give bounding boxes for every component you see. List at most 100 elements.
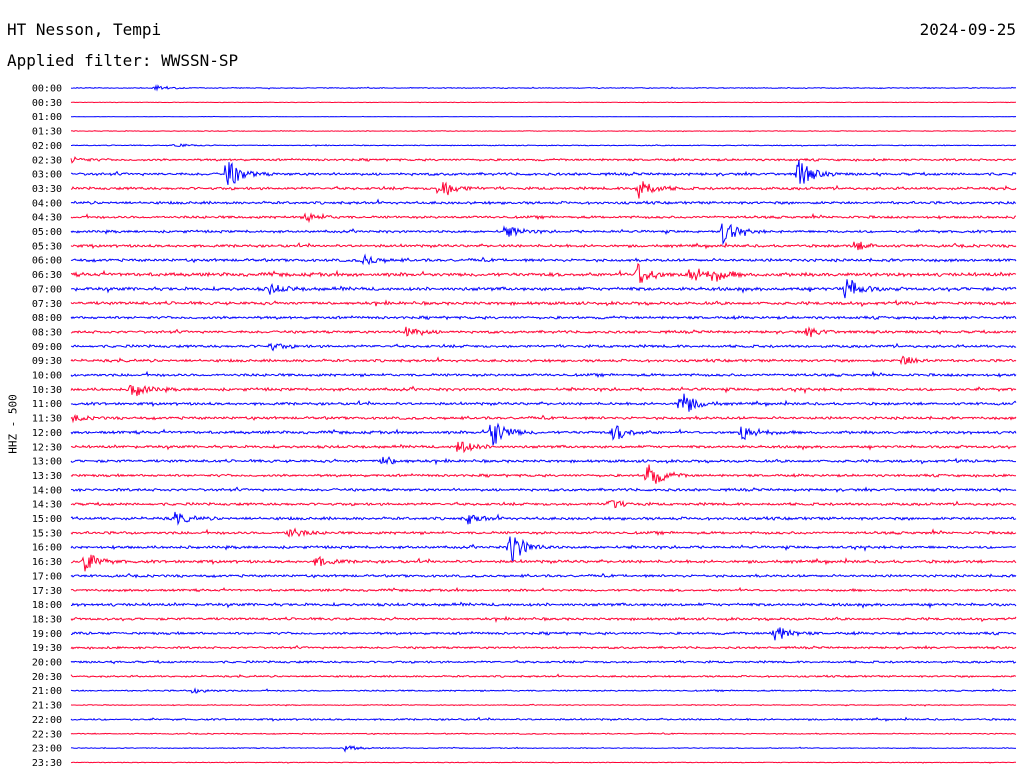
- tick-label-1800: 18:00: [32, 600, 62, 611]
- tick-label-0900: 09:00: [32, 342, 62, 353]
- tick-label-1100: 11:00: [32, 399, 62, 410]
- trace-1200: [70, 422, 1017, 446]
- trace-0500: [70, 223, 1017, 246]
- trace-2130: [70, 703, 1017, 707]
- trace-1500: [70, 511, 1017, 526]
- trace-0300: [71, 160, 1017, 186]
- tick-label-2300: 23:00: [32, 744, 62, 755]
- trace-1630: [70, 554, 1017, 572]
- tick-label-0500: 05:00: [32, 227, 62, 238]
- trace-0830: [70, 326, 1017, 338]
- tick-label-0300: 03:00: [32, 170, 62, 181]
- tick-label-2330: 23:30: [32, 758, 62, 769]
- trace-1900: [70, 627, 1017, 641]
- tick-label-0830: 08:30: [32, 327, 62, 338]
- trace-1400: [70, 486, 1017, 493]
- trace-2030: [70, 673, 1017, 679]
- tick-label-0800: 08:00: [32, 313, 62, 324]
- tick-label-1600: 16:00: [32, 543, 62, 554]
- trace-1830: [70, 615, 1017, 623]
- trace-0400: [70, 198, 1017, 206]
- tick-label-0230: 02:30: [32, 155, 62, 166]
- tick-label-2100: 21:00: [32, 686, 62, 697]
- trace-2300: [70, 745, 1017, 753]
- trace-1230: [70, 441, 1017, 454]
- trace-0900: [70, 342, 1017, 352]
- trace-0600: [70, 253, 1017, 266]
- trace-0230: [70, 156, 1017, 164]
- tick-label-1430: 14:30: [32, 500, 62, 511]
- tick-label-2030: 20:30: [32, 672, 62, 683]
- filter-label: Applied filter: WWSSN-SP: [7, 51, 239, 70]
- tick-label-0700: 07:00: [32, 284, 62, 295]
- tick-label-1200: 12:00: [32, 428, 62, 439]
- trace-1430: [70, 499, 1017, 509]
- tick-label-1830: 18:30: [32, 614, 62, 625]
- tick-label-0600: 06:00: [32, 256, 62, 267]
- trace-1130: [70, 414, 1017, 424]
- tick-label-1700: 17:00: [32, 571, 62, 582]
- trace-0530: [70, 241, 1017, 251]
- tick-label-1630: 16:30: [32, 557, 62, 568]
- trace-2000: [70, 659, 1017, 665]
- trace-0630: [70, 262, 1017, 283]
- trace-0700: [70, 279, 1017, 299]
- trace-1800: [71, 601, 1017, 609]
- trace-1730: [70, 586, 1017, 593]
- trace-0200: [71, 143, 1017, 148]
- tick-label-2230: 22:30: [32, 729, 62, 740]
- trace-1100: [70, 393, 1017, 412]
- trace-0000: [70, 84, 1017, 92]
- trace-0730: [70, 299, 1017, 308]
- trace-2230: [70, 732, 1017, 736]
- tick-label-0530: 05:30: [32, 241, 62, 252]
- trace-0130: [70, 129, 1017, 133]
- trace-1930: [70, 644, 1017, 651]
- tick-label-0100: 01:00: [32, 112, 62, 123]
- tick-label-0200: 02:00: [32, 141, 62, 152]
- trace-1600: [70, 536, 1017, 563]
- tick-label-0430: 04:30: [32, 213, 62, 224]
- trace-0330: [70, 181, 1017, 199]
- tick-label-0130: 01:30: [32, 127, 62, 138]
- tick-label-0630: 06:30: [32, 270, 62, 281]
- tick-label-0000: 00:00: [32, 84, 62, 95]
- tick-label-1530: 15:30: [32, 528, 62, 539]
- tick-label-1900: 19:00: [32, 629, 62, 640]
- trace-0800: [70, 314, 1017, 321]
- station-title: HT Nesson, Tempi: [7, 20, 162, 39]
- tick-label-0730: 07:30: [32, 299, 62, 310]
- tick-label-0330: 03:30: [32, 184, 62, 195]
- tick-label-1030: 10:30: [32, 385, 62, 396]
- tick-label-2000: 20:00: [32, 658, 62, 669]
- trace-0930: [70, 355, 1017, 366]
- trace-2100: [70, 687, 1017, 694]
- tick-label-2200: 22:00: [32, 715, 62, 726]
- trace-1530: [70, 527, 1017, 538]
- trace-1030: [70, 384, 1017, 397]
- tick-label-0400: 04:00: [32, 198, 62, 209]
- tick-label-1330: 13:30: [32, 471, 62, 482]
- tick-label-1300: 13:00: [32, 457, 62, 468]
- trace-2200: [70, 716, 1017, 722]
- trace-1330: [70, 464, 1016, 484]
- tick-label-1730: 17:30: [32, 586, 62, 597]
- tick-label-0930: 09:30: [32, 356, 62, 367]
- trace-0430: [70, 212, 1017, 224]
- trace-1000: [70, 370, 1017, 379]
- tick-label-1130: 11:30: [32, 414, 62, 425]
- trace-1300: [70, 456, 1016, 466]
- time-tick-labels: 00:00 00:30 01:00 01:30 02:00 02:30 03:00 03:30…: [32, 84, 62, 769]
- date-label: 2024-09-25: [919, 20, 1016, 39]
- seismic-traces: [70, 84, 1017, 764]
- trace-1700: [70, 572, 1017, 579]
- tick-label-1500: 15:00: [32, 514, 62, 525]
- tick-label-1400: 14:00: [32, 485, 62, 496]
- trace-0030: [70, 101, 1017, 104]
- tick-label-1000: 10:00: [32, 371, 62, 382]
- tick-label-1230: 12:30: [32, 442, 62, 453]
- tick-label-2130: 21:30: [32, 701, 62, 712]
- tick-label-0030: 00:30: [32, 98, 62, 109]
- trace-2330: [70, 761, 1017, 764]
